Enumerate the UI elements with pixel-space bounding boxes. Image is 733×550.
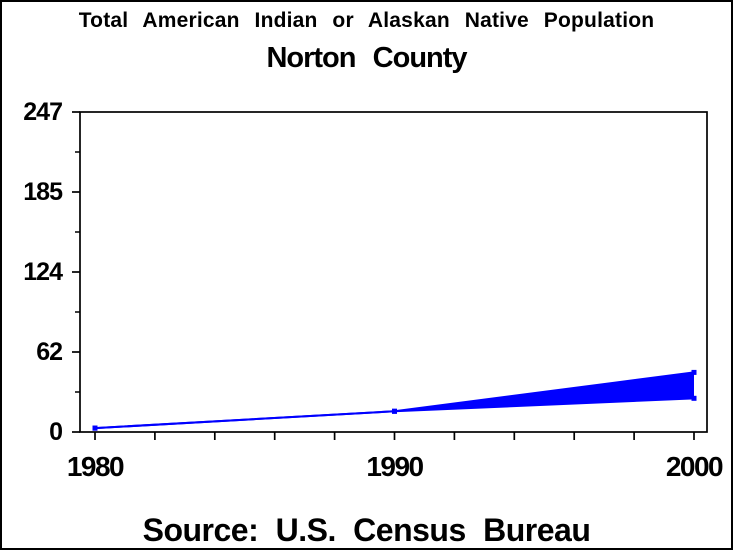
chart-subtitle: Norton County <box>266 42 467 74</box>
x-tick-label: 1980 <box>66 451 125 482</box>
x-tick-label: 1990 <box>366 451 424 482</box>
source-caption: Source: U.S. Census Bureau <box>142 512 591 548</box>
chart-title: Total American Indian or Alaskan Native … <box>78 9 655 32</box>
x-tick-label: 2000 <box>665 451 724 482</box>
y-tick-label: 62 <box>36 338 63 366</box>
y-tick-label: 185 <box>23 178 63 206</box>
y-tick-label: 247 <box>23 98 63 126</box>
y-tick-label: 124 <box>23 258 63 286</box>
y-tick-label: 0 <box>49 418 63 446</box>
